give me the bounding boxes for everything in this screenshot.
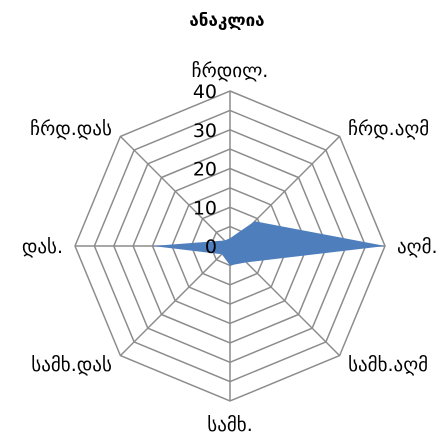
category-label: ჩრდილ. — [192, 60, 269, 82]
tick-label: 20 — [193, 159, 217, 181]
axis-spoke — [229, 245, 341, 357]
category-label: აღმ. — [397, 236, 438, 258]
tick-label: 10 — [193, 197, 217, 219]
series-layer — [152, 221, 385, 266]
category-label: სამხ. — [207, 414, 252, 436]
series-area — [152, 221, 385, 266]
tick-label: 0 — [205, 236, 217, 258]
category-label: დას. — [22, 236, 63, 258]
category-label: ჩრდ.აღმ — [348, 118, 429, 140]
tick-label: 40 — [193, 81, 217, 103]
category-label: სამხ.აღმ — [348, 354, 428, 376]
chart-title: ანაკლია — [189, 11, 264, 31]
category-label: ჩრდ.დას — [30, 118, 112, 140]
category-label: სამხ.დას — [31, 354, 112, 376]
label-layer: ჩრდილ. ჩრდ.აღმ აღმ. სამხ.აღმ სამხ. სამხ.დას და… — [22, 60, 438, 436]
tick-label: 30 — [193, 120, 217, 142]
axis-spoke — [119, 135, 231, 247]
axis-spoke — [119, 245, 231, 357]
